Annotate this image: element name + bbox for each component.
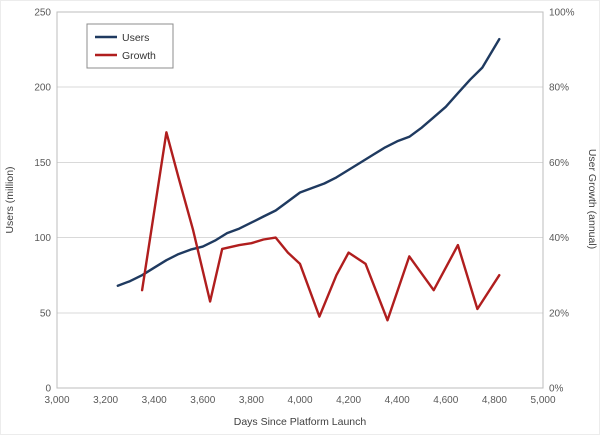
- x-tick: 3,200: [93, 395, 118, 406]
- y-tick-right: 60%: [549, 158, 569, 169]
- x-tick: 4,400: [385, 395, 410, 406]
- plot-border: [56, 11, 544, 389]
- series-line-growth: [140, 131, 501, 322]
- x-tick: 4,600: [433, 395, 458, 406]
- y-axis-right-title: User Growth (annual): [586, 149, 598, 249]
- y-tick-right: 20%: [549, 308, 569, 319]
- legend-users-label: Users: [122, 32, 149, 44]
- y-tick-right: 80%: [549, 83, 569, 94]
- x-tick: 4,000: [287, 395, 312, 406]
- x-tick: 5,000: [530, 395, 555, 406]
- y-tick-right: 40%: [549, 233, 569, 244]
- legend-growth-label: Growth: [122, 50, 156, 62]
- legend: Users Growth: [86, 23, 174, 69]
- series-line-users: [116, 37, 501, 287]
- y-tick-right: 100%: [549, 8, 575, 19]
- y-tick-left: 250: [34, 8, 51, 19]
- x-tick: 3,600: [190, 395, 215, 406]
- y-tick-left: 100: [34, 233, 51, 244]
- y-tick-left: 0: [45, 384, 51, 395]
- y-axis-left-title: Users (million): [4, 166, 16, 233]
- y-tick-right: 0%: [549, 384, 564, 395]
- x-axis-title: Days Since Platform Launch: [234, 416, 367, 428]
- x-tick: 3,800: [239, 395, 264, 406]
- x-tick: 3,400: [142, 395, 167, 406]
- x-tick: 4,200: [336, 395, 361, 406]
- y-tick-left: 200: [34, 83, 51, 94]
- axis-labels: 0 0% 50 20% 100 40% 150 60% 200 80% 250 100% 3,000 3,…: [34, 8, 574, 407]
- x-tick: 3,000: [44, 395, 69, 406]
- y-tick-left: 50: [40, 308, 52, 319]
- legend-box: [86, 23, 174, 69]
- x-tick: 4,800: [482, 395, 507, 406]
- y-tick-left: 150: [34, 158, 51, 169]
- series-lines: [116, 37, 501, 322]
